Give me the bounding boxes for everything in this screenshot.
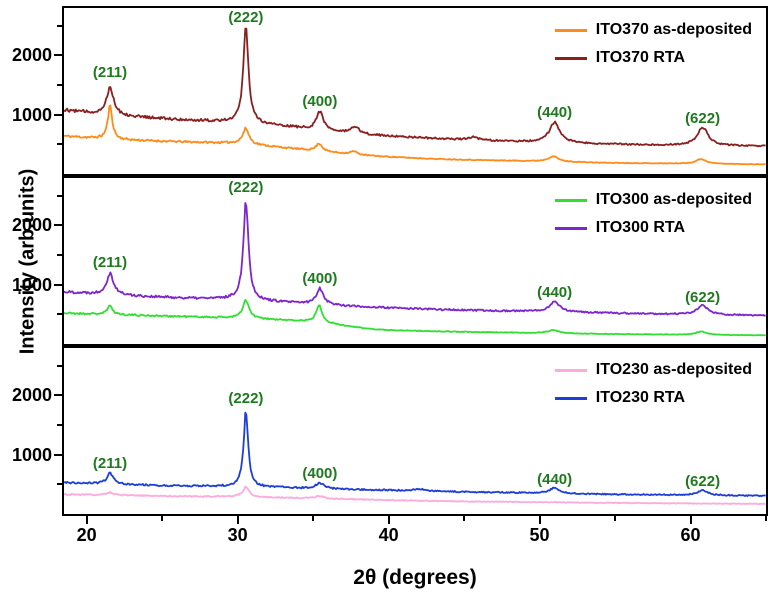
series-line-ito300-rta	[64, 202, 766, 317]
peak-annotation: (440)	[537, 104, 573, 122]
panel-ito370: ITO370 as-deposited ITO370 RTA	[62, 6, 768, 176]
series-line-ito230-rta	[64, 411, 766, 498]
peak-annotation: (222)	[228, 389, 264, 407]
y-tick-label: 2000	[11, 45, 52, 66]
legend-line-swatch	[554, 198, 587, 202]
legend-ito300: ITO300 as-deposited ITO300 RTA	[554, 188, 752, 240]
legend-line-swatch	[554, 28, 587, 32]
y-minor-tick	[57, 424, 62, 427]
legend-line-swatch	[554, 368, 587, 372]
x-minor-tick	[765, 516, 767, 521]
y-axis-title: Intensity (arb.units)	[16, 168, 39, 355]
y-minor-tick	[57, 143, 62, 146]
legend-entry: ITO370 as-deposited	[554, 18, 752, 42]
x-tick-label: 40	[378, 525, 399, 545]
y-minor-tick	[57, 194, 62, 197]
y-minor-tick	[57, 313, 62, 316]
series-line-ito230-as-deposited	[64, 485, 766, 506]
x-minor-tick	[463, 516, 466, 521]
peak-annotation: (622)	[685, 288, 721, 306]
plot-ito370	[64, 27, 766, 166]
y-major-tick	[54, 453, 62, 456]
x-tick-label: 60	[680, 525, 701, 545]
legend-label: ITO300 RTA	[595, 219, 686, 236]
x-major-tick	[236, 516, 239, 524]
legend-ito370: ITO370 as-deposited ITO370 RTA	[554, 18, 752, 70]
y-tick-label: 2000	[11, 215, 52, 236]
y-minor-tick	[57, 483, 62, 486]
legend-line-swatch	[554, 56, 587, 60]
peak-annotation: (622)	[685, 109, 721, 127]
legend-entry: ITO370 RTA	[554, 46, 752, 70]
peak-annotation: (622)	[685, 472, 721, 490]
legend-entry: ITO300 as-deposited	[554, 188, 752, 212]
peak-annotation: (400)	[302, 270, 338, 288]
y-minor-tick	[57, 254, 62, 257]
x-major-tick	[85, 516, 88, 524]
peak-annotation: (222)	[228, 9, 264, 27]
y-major-tick	[54, 54, 62, 57]
panel-ito230: ITO230 as-deposited ITO230 RTA	[62, 346, 768, 516]
legend-label: ITO300 as-deposited	[595, 191, 752, 208]
x-tick-label: 30	[227, 525, 248, 545]
legend-line-swatch	[554, 226, 587, 230]
peak-annotation: (440)	[537, 470, 573, 488]
y-tick-label: 2000	[11, 385, 52, 406]
peak-annotation: (400)	[302, 93, 338, 111]
x-axis-title: 2θ (degrees)	[353, 566, 477, 589]
peak-annotation: (211)	[92, 253, 128, 271]
legend-entry: ITO230 as-deposited	[554, 358, 752, 382]
legend-ito230: ITO230 as-deposited ITO230 RTA	[554, 358, 752, 410]
plot-ito230	[64, 411, 766, 506]
y-tick-label: 1000	[11, 274, 52, 295]
legend-entry: ITO300 RTA	[554, 216, 752, 240]
y-major-tick	[54, 394, 62, 397]
x-major-tick	[689, 516, 692, 524]
x-minor-tick	[161, 516, 164, 521]
x-tick-label: 20	[76, 525, 97, 545]
x-minor-tick	[614, 516, 617, 521]
plot-ito300	[64, 202, 766, 337]
panel-ito300: ITO300 as-deposited ITO300 RTA	[62, 176, 768, 346]
series-line-ito370-rta	[64, 27, 766, 148]
x-major-tick	[387, 516, 390, 524]
y-tick-label: 1000	[11, 444, 52, 465]
y-minor-tick	[57, 364, 62, 367]
legend-label: ITO230 RTA	[595, 389, 686, 406]
legend-label: ITO370 as-deposited	[595, 21, 752, 38]
peak-annotation: (440)	[537, 284, 573, 302]
series-line-ito300-as-deposited	[64, 299, 766, 337]
legend-entry: ITO230 RTA	[554, 386, 752, 410]
y-major-tick	[54, 113, 62, 116]
legend-label: ITO370 RTA	[595, 49, 686, 66]
y-minor-tick	[57, 24, 62, 27]
peak-annotation: (400)	[302, 465, 338, 483]
legend-line-swatch	[554, 396, 587, 400]
series-line-ito370-as-deposited	[64, 104, 766, 166]
x-minor-tick	[312, 516, 315, 521]
peak-annotation: (211)	[92, 454, 128, 472]
y-major-tick	[54, 224, 62, 227]
y-tick-label: 1000	[11, 104, 52, 125]
x-tick-label: 50	[529, 525, 550, 545]
legend-label: ITO230 as-deposited	[595, 361, 752, 378]
x-major-tick	[538, 516, 541, 524]
y-major-tick	[54, 283, 62, 286]
peak-annotation: (211)	[92, 64, 128, 82]
peak-annotation: (222)	[228, 179, 264, 197]
y-minor-tick	[57, 84, 62, 87]
